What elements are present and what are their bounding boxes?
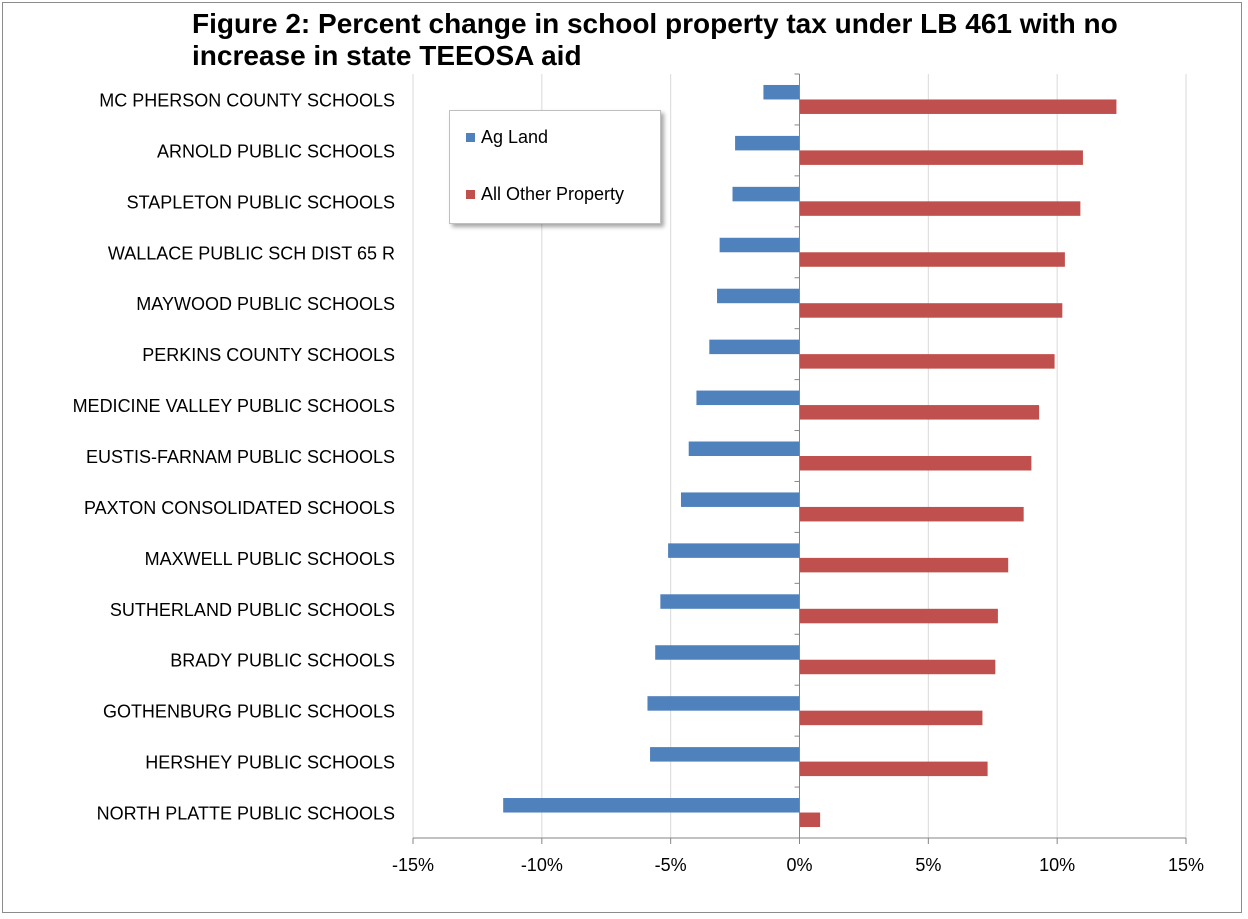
category-label: EUSTIS-FARNAM PUBLIC SCHOOLS — [86, 447, 395, 467]
bar-ag-land — [503, 798, 800, 813]
bar-ag-land — [688, 441, 800, 456]
bar-all-other-property — [799, 557, 1009, 573]
category-label: HERSHEY PUBLIC SCHOOLS — [145, 753, 395, 773]
category-label: WALLACE PUBLIC SCH DIST 65 R — [108, 243, 395, 263]
bar-ag-land — [717, 288, 800, 304]
bar-all-other-property — [799, 608, 998, 624]
bar-ag-land — [696, 390, 800, 406]
bar-ag-land — [660, 594, 800, 609]
category-label: MC PHERSON COUNTY SCHOOLS — [99, 90, 395, 110]
bar-ag-land — [650, 747, 800, 762]
x-tick-label: -15% — [392, 855, 434, 875]
bar-ag-land — [647, 696, 800, 711]
bar-all-other-property — [799, 354, 1055, 369]
category-label: MEDICINE VALLEY PUBLIC SCHOOLS — [73, 396, 395, 416]
x-tick-label: 0% — [786, 855, 812, 875]
bar-all-other-property — [799, 710, 983, 726]
x-tick-label: -5% — [655, 855, 687, 875]
category-label: MAYWOOD PUBLIC SCHOOLS — [136, 294, 395, 314]
bar-ag-land — [655, 645, 800, 660]
legend-swatch-all-other-property — [466, 190, 475, 199]
bar-ag-land — [719, 237, 800, 253]
bar-ag-land — [763, 84, 800, 100]
chart-title: Figure 2: Percent change in school prope… — [192, 8, 1118, 71]
x-tick-label: -10% — [521, 855, 563, 875]
legend-item-all-other-property: All Other Property — [466, 184, 624, 205]
bar-all-other-property — [799, 405, 1040, 420]
bar-ag-land — [732, 186, 800, 202]
bar-all-other-property — [799, 456, 1032, 471]
category-label: PERKINS COUNTY SCHOOLS — [142, 345, 395, 365]
legend-label-ag-land: Ag Land — [481, 127, 549, 147]
bar-ag-land — [668, 543, 800, 558]
bar-all-other-property — [799, 812, 821, 828]
legend-label-all-other-property: All Other Property — [481, 184, 625, 204]
bar-ag-land — [735, 135, 800, 151]
category-label: NORTH PLATTE PUBLIC SCHOOLS — [97, 804, 395, 824]
bar-all-other-property — [799, 506, 1024, 522]
bar-ag-land — [709, 339, 800, 355]
bar-all-other-property — [799, 303, 1063, 318]
bar-all-other-property — [799, 150, 1083, 165]
category-label: PAXTON CONSOLIDATED SCHOOLS — [84, 498, 395, 518]
bar-all-other-property — [799, 201, 1081, 216]
category-label: MAXWELL PUBLIC SCHOOLS — [145, 549, 395, 569]
bar-all-other-property — [799, 252, 1065, 267]
category-label: SUTHERLAND PUBLIC SCHOOLS — [110, 600, 395, 620]
bar-all-other-property — [799, 659, 996, 675]
category-label: STAPLETON PUBLIC SCHOOLS — [127, 192, 395, 212]
legend: Ag Land All Other Property — [449, 110, 661, 224]
x-tick-label: 5% — [915, 855, 941, 875]
category-label: ARNOLD PUBLIC SCHOOLS — [157, 141, 395, 161]
category-label: BRADY PUBLIC SCHOOLS — [170, 651, 395, 671]
bar-all-other-property — [799, 99, 1117, 114]
bar-ag-land — [680, 492, 800, 507]
bar-all-other-property — [799, 761, 988, 777]
x-tick-label: 15% — [1168, 855, 1204, 875]
legend-swatch-ag-land — [466, 133, 475, 142]
legend-item-ag-land: Ag Land — [466, 127, 548, 148]
x-tick-label: 10% — [1039, 855, 1075, 875]
category-label: GOTHENBURG PUBLIC SCHOOLS — [103, 702, 395, 722]
